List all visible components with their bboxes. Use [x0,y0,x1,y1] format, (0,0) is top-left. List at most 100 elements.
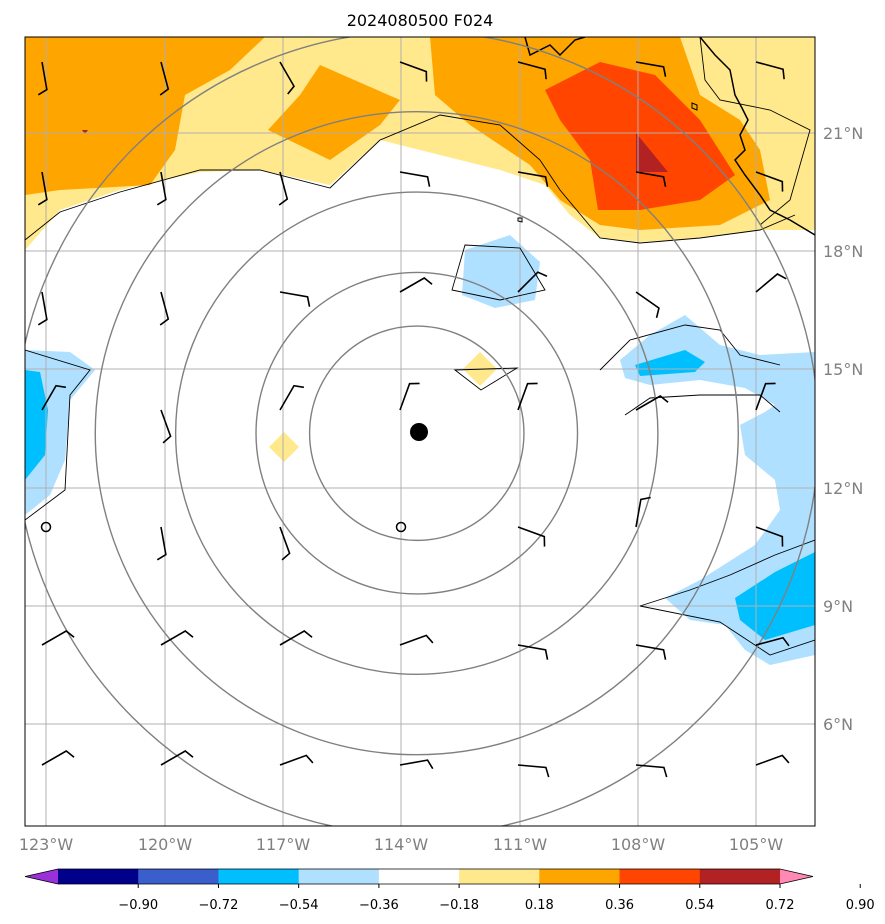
wind-barb [517,61,547,80]
colorbar-tick-label: 0.90 [846,898,875,913]
wind-barb [160,409,172,444]
wind-barb [279,630,313,646]
colorbar-tick-label: 0.18 [525,898,554,913]
wind-barb [41,750,75,766]
colorbar-segment [699,869,781,884]
wind-barb [159,61,170,96]
wind-barb [635,171,667,187]
anomaly-contour-0.36-mid [268,65,400,160]
anomaly-contour-0.36-west [25,37,265,195]
wind-barb [156,171,167,206]
map-frame [24,36,816,827]
colorbar-segment [298,869,380,884]
anomaly-contour-0.54 [545,62,735,210]
anomaly-contour-neg-0.36-southeast [735,552,815,640]
anomaly-contour-neg-0.36-west [25,370,48,480]
wind-barb [37,61,48,96]
colorbar-tick-label: 0.72 [766,898,795,913]
wind-barb [755,171,784,192]
colorbar-extend-min [25,869,58,884]
wind-barb [635,496,651,528]
range-ring [94,110,739,756]
wind-barb [160,630,194,646]
range-ring [255,271,579,595]
wind-barb [517,171,549,187]
lat-tick-label: 21°N [823,124,863,143]
wind-barb [755,273,787,293]
wind-barb [399,634,434,646]
colorbar-tick-label: −0.36 [359,898,399,913]
lat-tick-label: 15°N [823,360,863,379]
lat-tick-label: 18°N [823,242,863,261]
map-area [25,37,815,826]
coastline [524,37,815,236]
wind-barb [399,61,428,82]
wind-barb [755,526,784,547]
lon-tick-label: 111°W [493,835,548,854]
wind-barb [635,61,667,77]
coastline-island-a [691,102,698,111]
wind-barb [517,764,550,778]
wind-barb [635,764,668,778]
storm-center-marker [410,423,428,441]
wind-barb [755,382,776,411]
range-rings [25,37,815,826]
colorbar: −0.90 −0.72 −0.54 −0.36 −0.18 0.18 0.36 0.54 0.7… [24,868,875,913]
wind-barbs [37,61,790,778]
colorbar-extend-max [780,869,813,884]
lon-tick-label: 120°W [138,835,193,854]
wind-barb [160,750,194,766]
colorbar-tick-label: 0.36 [605,898,634,913]
wind-barb [635,291,660,318]
wind-barb [41,384,67,411]
wind-barb [279,291,311,307]
range-ring [308,325,525,542]
wind-barb [37,291,48,326]
wind-barb [635,395,669,411]
wind-barb [156,526,167,561]
lon-tick-label: 105°W [729,835,784,854]
anomaly-spot-0.72 [82,130,88,134]
wind-barb [755,754,790,766]
range-ring [174,191,659,676]
anomaly-diamond-west [269,432,299,462]
colorbar-segment [459,869,540,884]
wind-barb [755,636,790,647]
anomaly-contour-neg-0.18-east [620,315,815,665]
calm-wind-marker [40,521,52,533]
colorbar-segment [539,869,621,884]
anomaly-contour-0.72 [636,133,668,172]
wind-barb [399,382,420,411]
colorbar-tick-label: 0.54 [685,898,714,913]
wind-barb [399,277,433,293]
wind-barb [517,644,549,660]
latitude-axis: 21°N 18°N 15°N 12°N 9°N 6°N [823,124,863,734]
lat-tick-label: 9°N [823,597,853,616]
calm-wind-marker [395,521,407,533]
wind-barb [517,526,546,547]
wind-barb [159,291,170,326]
colorbar-tick-label: −0.18 [439,898,479,913]
colorbar-tick-label: −0.72 [199,898,239,913]
colorbar-tick-label: −0.54 [279,898,319,913]
wind-barb [278,171,289,206]
lat-tick-label: 6°N [823,715,853,734]
colorbar-tick-label: −0.90 [118,898,158,913]
colorbar-segment [619,869,701,884]
colorbar-segment [138,869,219,884]
lat-tick-label: 12°N [823,479,863,498]
map-title: 2024080500 F024 [347,11,494,30]
lon-tick-label: 108°W [611,835,666,854]
wind-barb [37,171,48,206]
wind-barb [279,384,305,411]
wind-barb [517,382,538,411]
wind-barb [399,171,431,187]
wind-barb [279,526,291,561]
wind-barb [755,61,785,80]
colorbar-segment [378,869,460,884]
lon-tick-label: 123°W [19,835,74,854]
wind-barb [279,61,295,95]
thin-contour-lines [25,37,815,656]
colorbar-outline [24,868,814,885]
